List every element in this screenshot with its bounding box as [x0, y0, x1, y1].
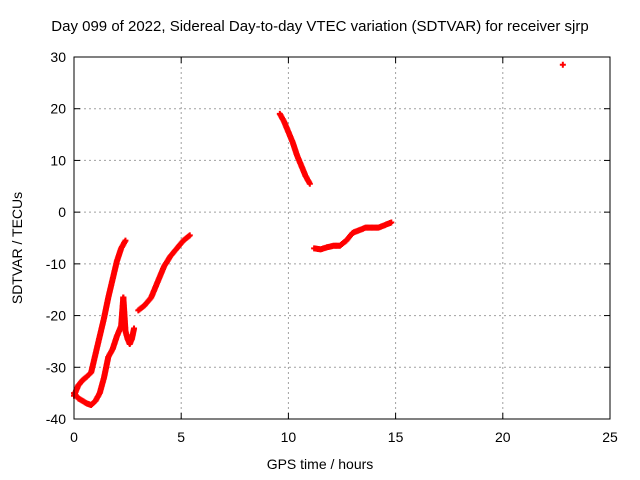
y-tick-label: 20	[50, 101, 66, 117]
axes-layer: 0 5 10 15 20 25 -40 -30 -20 -10 0 10 20 30	[46, 49, 618, 445]
data-point	[388, 219, 395, 226]
data-series	[135, 232, 193, 314]
grid-layer	[74, 57, 610, 419]
y-tick-label: -30	[46, 359, 66, 375]
y-tick-label: -40	[46, 411, 66, 427]
x-axis-label: GPS time / hours	[266, 456, 374, 472]
chart-title: Day 099 of 2022, Sidereal Day-to-day VTE…	[51, 18, 589, 35]
plot-layer	[71, 61, 566, 409]
x-tick-label: 0	[70, 429, 78, 445]
y-axis-label: SDTVAR / TECUs	[7, 192, 27, 304]
data-point	[186, 232, 193, 239]
y-tick-label: 0	[58, 204, 66, 220]
data-point	[559, 61, 566, 68]
x-tick-label: 15	[388, 429, 404, 445]
data-point	[306, 180, 313, 187]
data-series	[120, 294, 138, 348]
data-series	[276, 110, 313, 187]
y-axis-label-text: SDTVAR / TECUs	[9, 191, 25, 305]
x-tick-label: 20	[495, 429, 511, 445]
data-series	[559, 61, 566, 68]
y-tick-label: -20	[46, 308, 66, 324]
x-tick-label: 5	[177, 429, 185, 445]
y-tick-label: -10	[46, 256, 66, 272]
x-tick-label: 10	[281, 429, 297, 445]
y-tick-label: 30	[50, 49, 66, 65]
x-tick-label: 25	[602, 429, 618, 445]
data-point	[122, 237, 129, 244]
y-tick-label: 10	[50, 152, 66, 168]
data-point	[131, 325, 138, 332]
data-series	[311, 219, 395, 253]
plot-border	[73, 56, 611, 420]
